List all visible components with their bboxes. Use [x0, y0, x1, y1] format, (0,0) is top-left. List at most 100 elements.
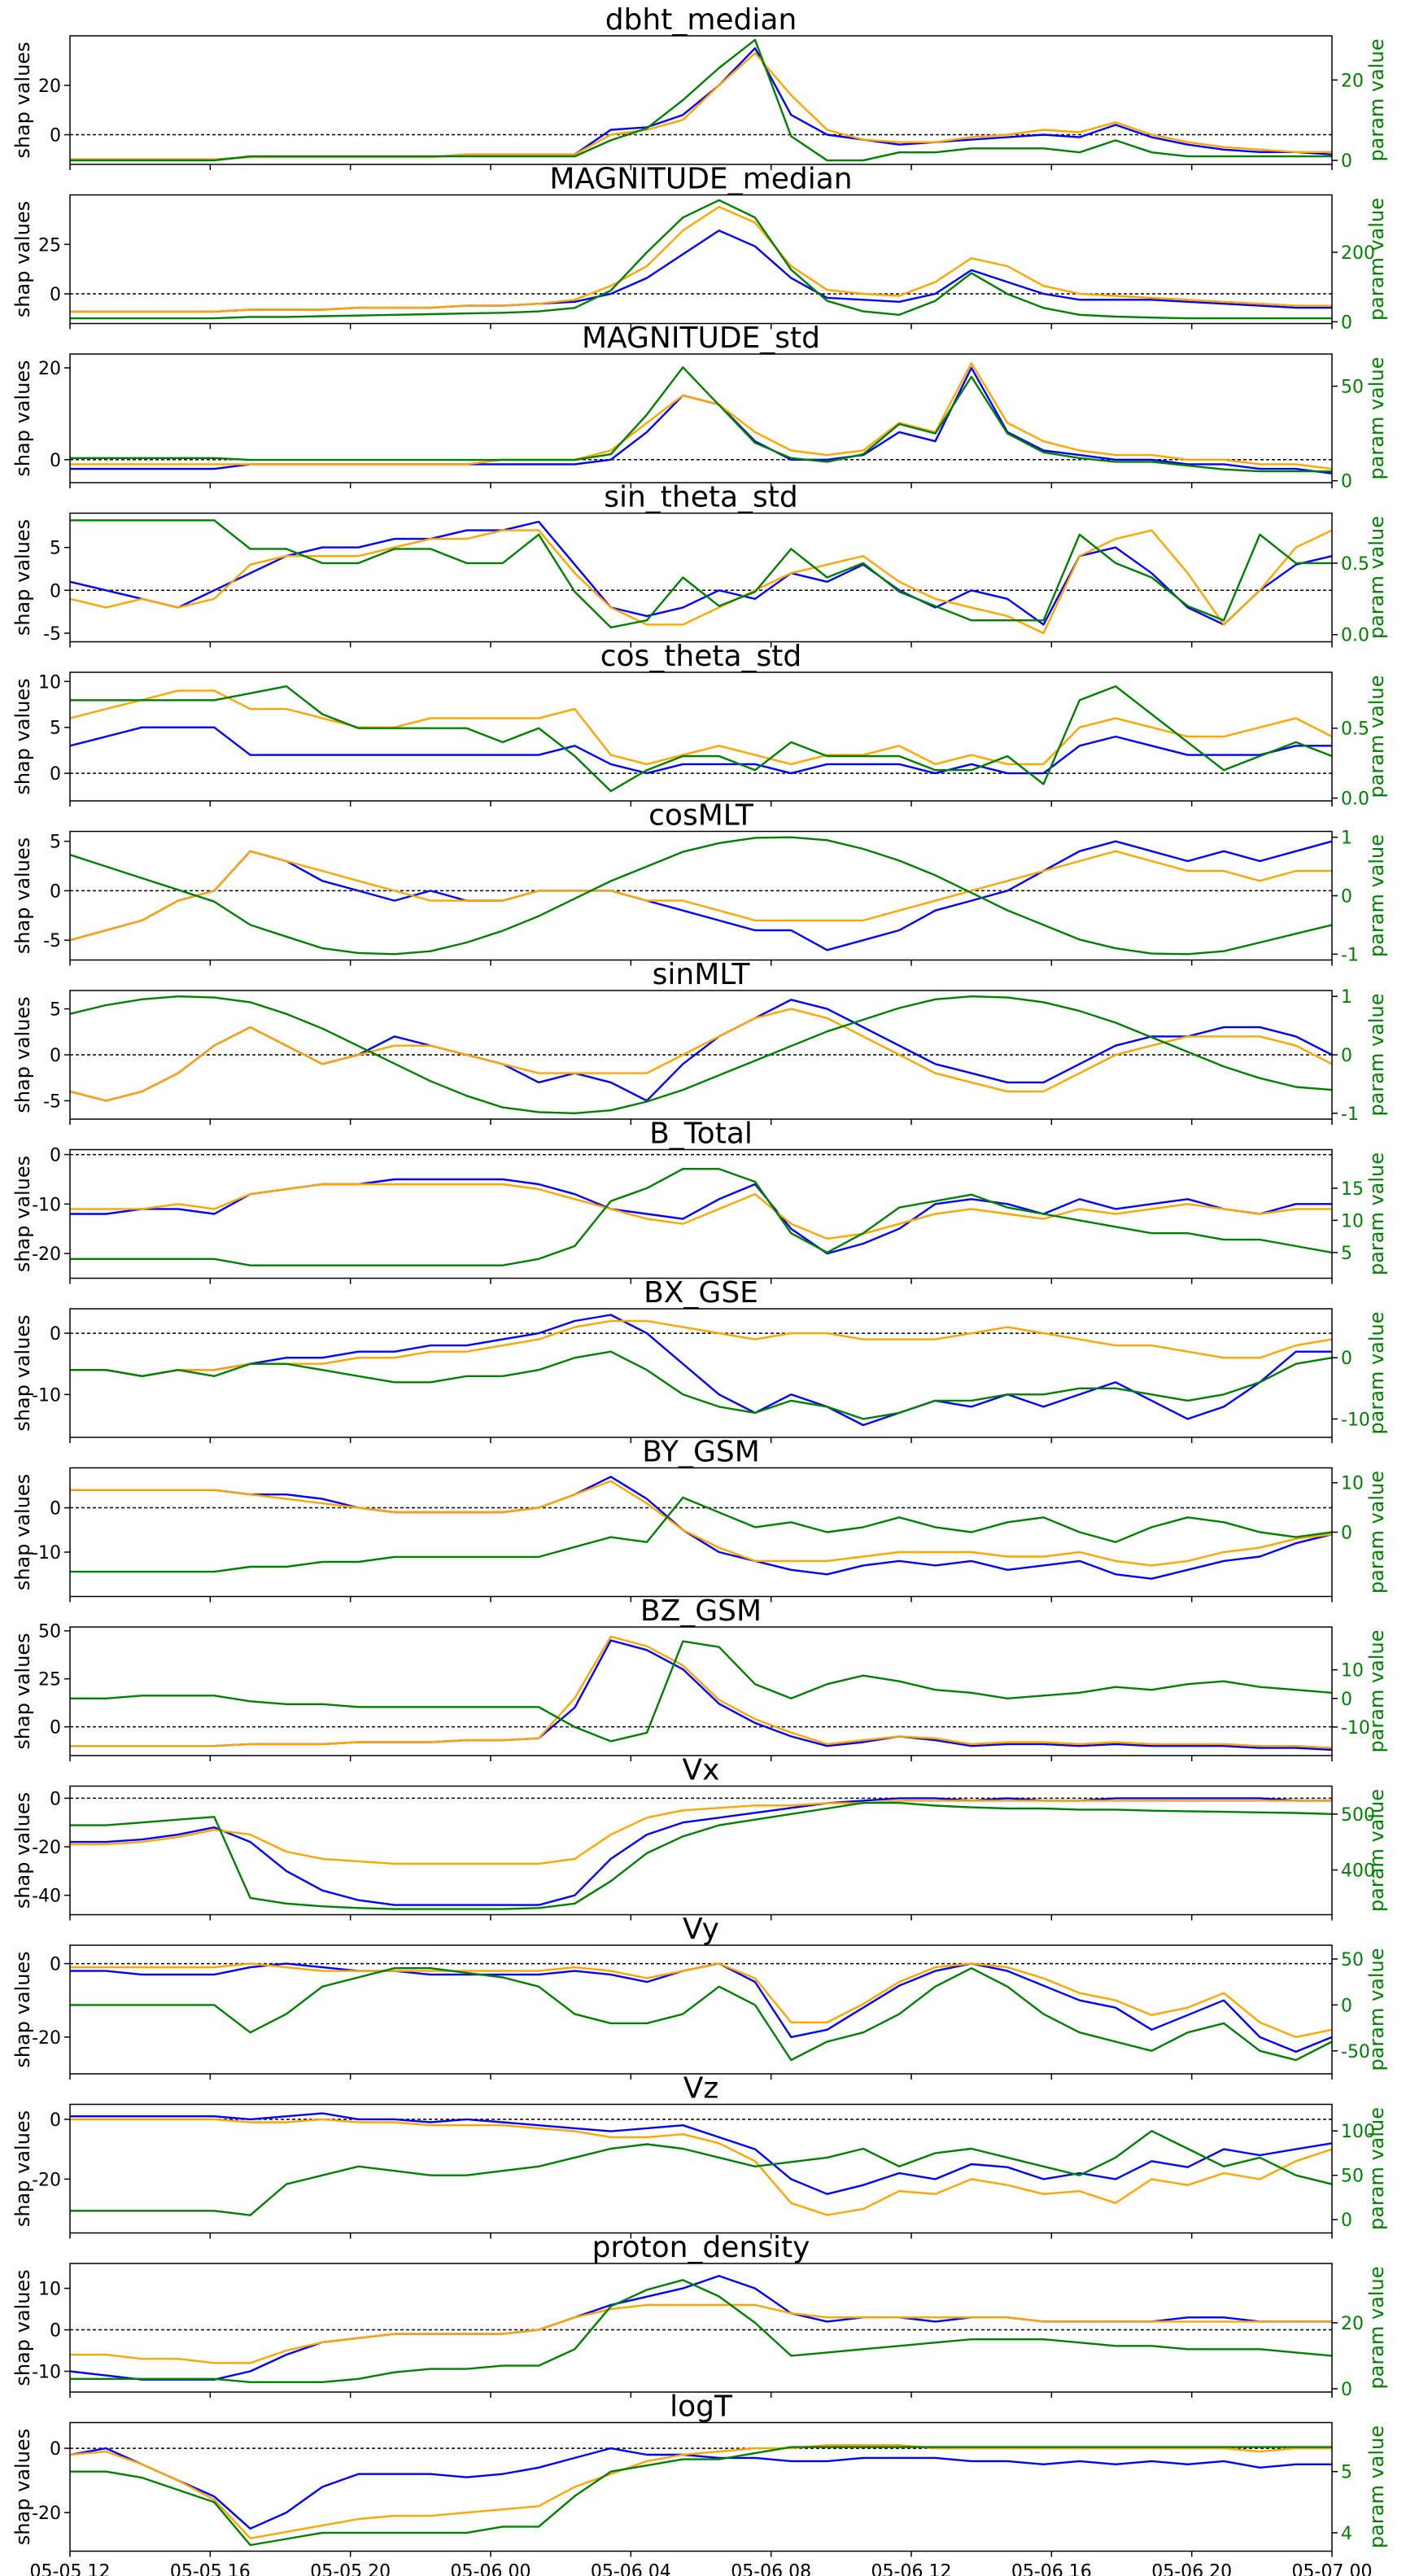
series-line-1 [70, 2303, 1332, 2364]
series-line-2 [70, 38, 1332, 162]
r-tick-label: 0 [1341, 887, 1352, 908]
r-tick-label: 10 [1341, 1474, 1364, 1494]
series-line-0 [70, 1797, 1332, 1906]
series-line-2 [70, 1966, 1333, 2062]
series-line-0 [69, 2275, 1332, 2381]
panel-BX_GSE: BX_GSE -10 0 -10 0 shap values param value [11, 1276, 1388, 1443]
panel-title: MAGNITUDE_median [549, 163, 852, 196]
r-tick-label: 100 [1341, 2122, 1375, 2142]
panel-title: Vx [683, 1754, 720, 1787]
plot-frame [69, 671, 1333, 802]
series-line-0 [70, 1639, 1333, 1752]
r-tick-label: -1 [1341, 945, 1359, 965]
y-tick-label: 0 [50, 126, 61, 147]
r-tick-label: 0 [1341, 313, 1352, 333]
y-tick-label: 0 [50, 1324, 61, 1345]
series-line-1 [69, 689, 1333, 766]
panel-title: BZ_GSM [640, 1594, 762, 1628]
panel-title: cosMLT [648, 799, 754, 833]
series-line-1 [70, 1183, 1332, 1240]
panel-title: Vz [683, 2072, 719, 2106]
r-tick-label: 0 [1341, 2380, 1352, 2400]
plot-frame [69, 512, 1333, 643]
series-line-1 [69, 2443, 1332, 2539]
series-line-2 [70, 199, 1332, 320]
r-tick-label: 5 [1341, 2463, 1352, 2483]
r-tick-label: 4 [1341, 2524, 1352, 2544]
r-axis-label: param value [1365, 1948, 1388, 2071]
x-tick-label: 05-06 08 [731, 2562, 811, 2576]
y-tick-label: 0 [50, 2439, 61, 2460]
x-tick-label: 05-07 00 [1292, 2562, 1373, 2576]
series-line-0 [70, 1962, 1333, 2053]
r-tick-label: 0.0 [1341, 626, 1369, 646]
panel-sin_theta_std: sin_theta_std -5 0 5 0.0 0.5 shap values param … [11, 481, 1388, 648]
y-tick-label: 20 [38, 359, 61, 379]
y-tick-label: -5 [43, 624, 61, 645]
panel-Vx: Vx -40 -20 0 400 500 shap values param value [11, 1754, 1388, 1921]
panel-title: sinMLT [653, 958, 751, 991]
y-axis-label: shap values [11, 2269, 34, 2386]
y-tick-label: -5 [43, 1091, 61, 1112]
plot-frame [69, 2263, 1333, 2393]
panel-MAGNITUDE_median: MAGNITUDE_median 0 25 0 200 shap values param … [11, 163, 1388, 334]
y-axis-label: shap values [11, 1951, 34, 2067]
r-axis-label: param value [1365, 834, 1388, 957]
series-line-0 [69, 2447, 1332, 2530]
y-axis-label: shap values [11, 838, 34, 954]
r-tick-label: 20 [1341, 2314, 1364, 2334]
y-tick-label: 0 [50, 285, 61, 305]
y-tick-label: -20 [32, 1244, 61, 1265]
r-tick-label: 50 [1341, 2167, 1364, 2187]
series-line-0 [69, 520, 1333, 626]
r-tick-label: 0 [1341, 1349, 1352, 1369]
r-axis-label: param value [1365, 356, 1388, 479]
r-axis-label: param value [1365, 1471, 1388, 1594]
r-tick-label: 15 [1341, 1179, 1364, 1200]
r-axis-label: param value [1365, 38, 1388, 161]
r-tick-label: 0.5 [1341, 554, 1369, 575]
y-tick-label: -10 [32, 1385, 61, 1406]
plot-frame [69, 830, 1333, 961]
r-tick-label: 200 [1341, 243, 1375, 264]
panel-sinMLT: sinMLT -5 0 5 -1 0 1 shap values param value [11, 958, 1388, 1125]
r-tick-label: 0 [1341, 151, 1352, 172]
series-line-0 [70, 2112, 1333, 2195]
x-tick-label: 05-06 12 [871, 2562, 952, 2576]
series-line-2 [70, 2129, 1333, 2216]
y-tick-label: -20 [32, 2170, 61, 2190]
y-tick-label: 0 [50, 1789, 61, 1809]
series-line-1 [70, 1480, 1333, 1567]
plot-frame [69, 194, 1333, 325]
y-tick-label: 20 [38, 77, 61, 97]
series-line-1 [70, 1962, 1333, 2039]
series-line-2 [69, 836, 1333, 956]
r-axis-label: param value [1365, 1152, 1388, 1275]
panel-proton_density: proton_density -10 0 10 0 20 shap values param … [11, 2231, 1388, 2400]
y-tick-label: 0 [50, 2321, 61, 2342]
series-line-1 [70, 362, 1333, 470]
y-tick-label: -20 [32, 2028, 61, 2049]
series-line-0 [70, 230, 1332, 313]
y-tick-label: 10 [38, 2280, 61, 2300]
r-axis-label: param value [1365, 1311, 1388, 1434]
plot-frame [69, 1308, 1333, 1438]
panel-MAGNITUDE_std: MAGNITUDE_std 0 20 0 50 shap values param valu… [11, 321, 1388, 492]
panel-Vy: Vy -20 0 -50 0 50 shap values param value [11, 1913, 1388, 2080]
panel-Vz: Vz -20 0 0 50 100 shap values param value [11, 2072, 1388, 2239]
y-tick-label: -10 [32, 2363, 61, 2383]
r-axis-label: param value [1365, 198, 1388, 321]
plot-frame [69, 353, 1333, 483]
series-line-2 [70, 1640, 1333, 1743]
r-tick-label: 0 [1341, 1046, 1352, 1066]
panel-BY_GSM: BY_GSM -10 0 0 10 shap values param value [11, 1436, 1388, 1603]
series-line-1 [69, 1008, 1333, 1102]
series-line-0 [69, 726, 1332, 775]
r-tick-label: 400 [1341, 1861, 1375, 1882]
y-tick-label: 0 [50, 1499, 61, 1520]
r-tick-label: 0 [1341, 472, 1352, 492]
y-axis-label: shap values [11, 1314, 34, 1431]
series-line-2 [70, 519, 1332, 629]
panel-title: Vy [683, 1913, 719, 1946]
